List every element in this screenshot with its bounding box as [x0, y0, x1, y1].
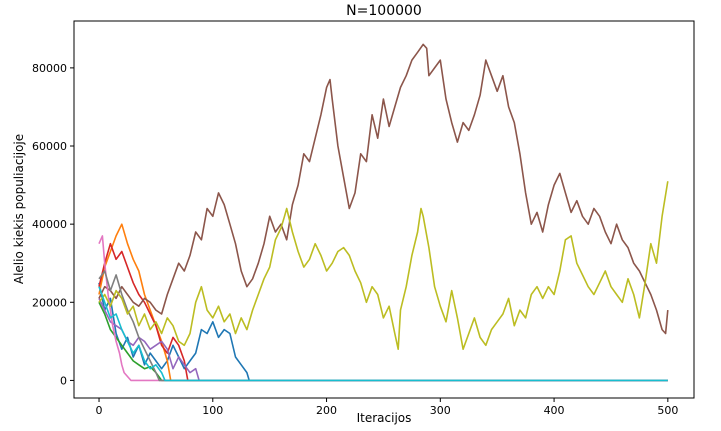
- series-line-4: [98, 242, 668, 382]
- x-tick-label: 0: [96, 404, 103, 417]
- y-tick-label: 80000: [32, 62, 67, 75]
- y-tick-label: 40000: [32, 218, 67, 231]
- x-tick-label: 300: [430, 404, 451, 417]
- series-line-10: [98, 286, 668, 382]
- x-tick-label: 100: [202, 404, 223, 417]
- x-tick-label: 200: [316, 404, 337, 417]
- y-axis-label: Alelio kiekis populiacijoje: [12, 134, 26, 284]
- chart-title: N=100000: [346, 3, 422, 19]
- y-tick-label: 60000: [32, 140, 67, 153]
- y-tick-label: 20000: [32, 296, 67, 309]
- series-line-8: [98, 270, 668, 382]
- series-line-7: [98, 235, 668, 382]
- plot-frame: [73, 20, 695, 399]
- series-line-2: [98, 223, 668, 382]
- series-line-5: [98, 298, 668, 382]
- series-line-9: [98, 181, 669, 351]
- series-line-6: [98, 43, 669, 335]
- x-axis-label: Iteracijos: [357, 411, 412, 425]
- x-tick-label: 500: [657, 404, 678, 417]
- x-tick-label: 400: [544, 404, 565, 417]
- ticks-layer: 0 100 200 300 400 500 0 20000 40000 60000 80000: [32, 62, 678, 417]
- series-layer: [98, 43, 669, 382]
- y-tick-label: 0: [60, 374, 67, 387]
